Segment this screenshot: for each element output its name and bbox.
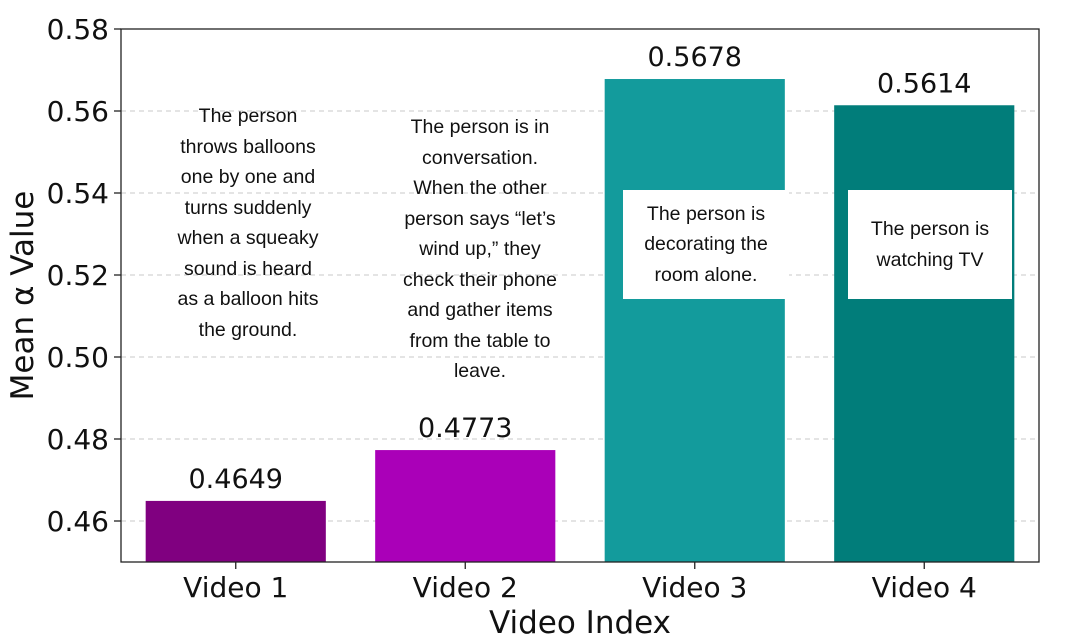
bar-4: [834, 105, 1015, 562]
y-tick-label: 0.52: [47, 259, 109, 292]
value-label-2: 0.4773: [418, 413, 512, 444]
y-tick-label: 0.50: [47, 341, 109, 374]
y-axis-title: Mean α Value: [5, 191, 41, 401]
y-tick-label: 0.58: [47, 13, 109, 46]
x-axis-ticks: Video 1 Video 2 Video 3 Video 4: [183, 562, 977, 604]
value-label-4: 0.5614: [877, 68, 971, 99]
annotation-video-1: The person throws balloons one by one an…: [177, 105, 319, 341]
y-tick-label: 0.54: [47, 177, 109, 210]
bars: [145, 79, 1015, 563]
x-axis-title: Video Index: [489, 605, 671, 641]
x-tick-label-4: Video 4: [872, 571, 977, 604]
annotation-video-3: The person is decorating the room alone.: [623, 190, 789, 299]
annotation-video-2: The person is in conversation. When the …: [403, 116, 557, 382]
y-tick-label: 0.48: [47, 423, 109, 456]
value-label-1: 0.4649: [189, 464, 283, 495]
x-tick-label-2: Video 2: [413, 571, 518, 604]
x-tick-label-1: Video 1: [183, 571, 288, 604]
bar-2: [375, 450, 556, 562]
y-tick-label: 0.56: [47, 95, 109, 128]
annotation-video-4: The person is watching TV: [848, 190, 1012, 299]
bar-3: [604, 79, 785, 563]
y-axis-ticks: 0.46 0.48 0.50 0.52 0.54 0.56 0.58: [47, 13, 121, 538]
value-label-3: 0.5678: [648, 42, 742, 73]
x-tick-label-3: Video 3: [642, 571, 747, 604]
plot-frame: [120, 28, 1040, 563]
bar-1: [145, 500, 326, 562]
value-labels: 0.4649 0.4773 0.5678 0.5614: [189, 42, 972, 495]
y-tick-label: 0.46: [47, 505, 109, 538]
